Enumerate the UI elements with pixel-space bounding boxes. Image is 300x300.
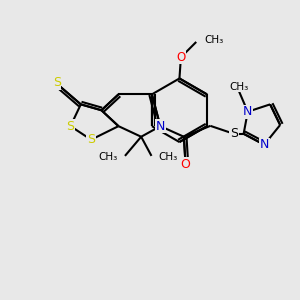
Text: O: O xyxy=(180,158,190,171)
Text: N: N xyxy=(243,105,252,118)
Text: S: S xyxy=(230,127,238,140)
Text: S: S xyxy=(67,120,74,133)
Text: CH₃: CH₃ xyxy=(159,152,178,162)
Text: CH₃: CH₃ xyxy=(205,35,224,46)
Text: S: S xyxy=(53,76,61,89)
Text: O: O xyxy=(176,51,185,64)
Text: N: N xyxy=(260,138,269,151)
Text: CH₃: CH₃ xyxy=(98,152,118,162)
Text: CH₃: CH₃ xyxy=(229,82,248,92)
Text: S: S xyxy=(87,133,95,146)
Text: N: N xyxy=(156,120,165,133)
